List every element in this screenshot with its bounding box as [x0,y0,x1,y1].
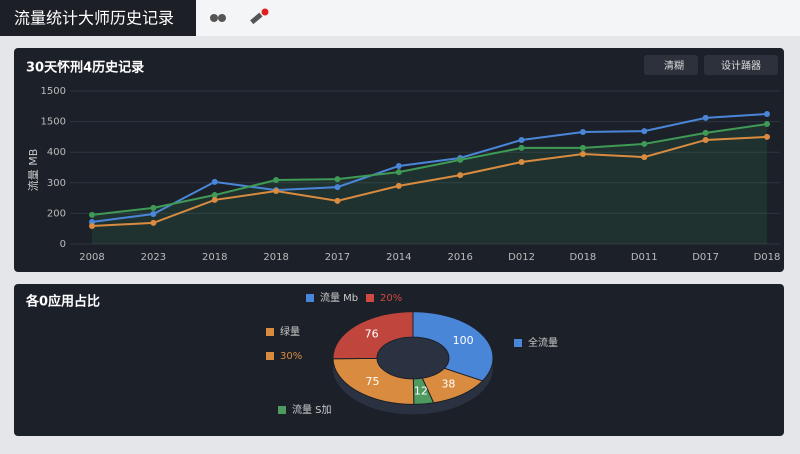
y-tick-label: 1500 [41,86,66,97]
data-point [457,156,464,163]
legend-swatch [266,352,274,360]
data-point [211,196,218,203]
data-point [702,114,709,121]
series-line [91,135,768,227]
y-tick-label: 300 [47,178,66,189]
slice-label: 75 [366,375,380,388]
y-tick-label: 0 [60,239,66,250]
y-axis-label: 流量 MB [26,149,40,192]
data-point [150,204,157,211]
data-point [334,184,341,191]
data-point [273,188,280,195]
series-line [91,123,768,216]
legend-swatch [514,339,522,347]
donut-slice [332,357,415,405]
x-tick-label: 2023 [141,252,166,263]
x-tick-label: 2018 [263,252,288,263]
data-point [150,219,157,226]
x-tick-label: 2018 [202,252,227,263]
line-title: 30天怀刑4历史记录 [26,60,144,76]
button-clear-label[interactable]: 清糊 [664,59,684,72]
data-point [518,136,525,143]
x-tick-label: D012 [508,252,535,263]
button-clear[interactable] [644,55,698,75]
data-point [395,182,402,189]
data-point [89,211,95,218]
x-tick-label: D011 [631,252,658,263]
donut-slice [332,311,414,360]
data-point [334,197,341,204]
annotation: 20% [380,293,402,304]
data-point [89,222,95,229]
legend-swatch [278,406,286,414]
slice-label: 38 [441,378,455,391]
x-tick-label: 2014 [386,252,411,263]
data-point [702,129,709,136]
y-tick-label: 400 [47,147,66,158]
button-settings-label[interactable]: 设计踊器 [721,59,761,72]
annotation: 全流量 [528,336,558,349]
data-point [395,162,402,169]
donut-slice [412,311,494,382]
x-tick-label: D017 [692,252,719,263]
icon-users[interactable] [210,14,226,22]
data-point [641,154,648,161]
data-point [518,158,525,165]
pie-title: 各0应用占比 [25,294,100,310]
data-point [579,144,586,151]
app-title: 流量统计大师历史记录 [14,9,174,28]
annotation: 绿量 [280,325,300,338]
slice-label: 76 [365,327,379,340]
data-point [395,169,402,176]
icon-edit[interactable] [250,8,269,25]
annotation: 30% [280,351,302,362]
legend-swatch [306,294,314,302]
legend-swatch [366,294,374,302]
data-point [457,172,464,179]
x-tick-label: 2017 [325,252,350,263]
legend-swatch [266,328,274,336]
x-tick-label: 2016 [447,252,472,263]
slice-label: 12 [414,384,428,397]
data-point [579,129,586,136]
data-point [641,128,648,135]
data-point [518,144,525,151]
data-point [211,192,218,199]
data-point [702,136,709,143]
x-tick-label: D018 [754,252,781,263]
annotation: 流量 S加 [292,403,332,416]
data-point [211,178,218,185]
line-panel [14,48,784,272]
data-point [764,133,770,140]
data-point [150,211,157,218]
data-point [273,177,280,184]
x-tick-label: 2008 [79,252,104,263]
x-tick-label: D018 [570,252,597,263]
data-point [641,140,648,147]
data-point [764,110,770,117]
data-point [764,121,770,128]
series-line [91,112,768,223]
title-tab [0,0,196,36]
data-point [334,176,341,183]
annotation: 流量 Mb [320,291,358,304]
button-settings[interactable] [704,55,778,75]
data-point [579,151,586,158]
y-tick-label: 1500 [41,117,66,128]
slice-label: 100 [453,334,474,347]
y-tick-label: 200 [47,208,66,219]
